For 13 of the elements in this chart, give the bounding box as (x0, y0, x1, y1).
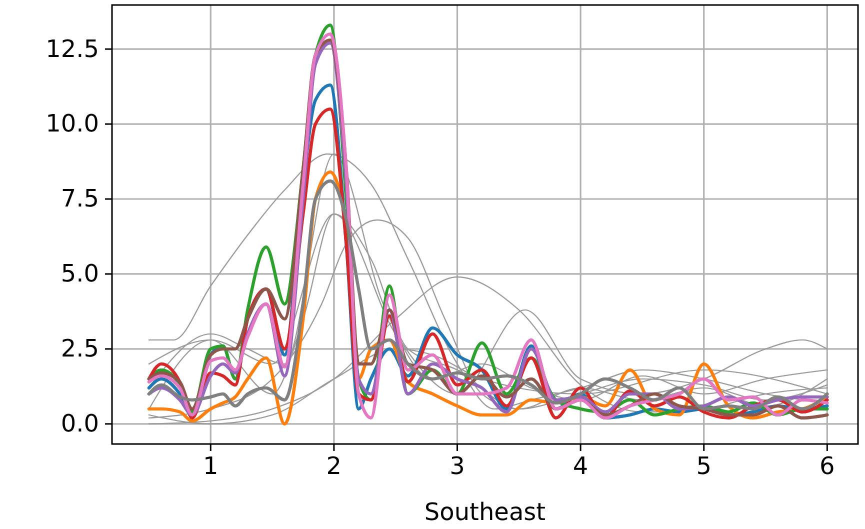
x-tick-label: 4 (572, 452, 588, 480)
y-tick-label: 10.0 (46, 110, 99, 138)
y-tick-label: 7.5 (60, 184, 99, 213)
x-tick-label: 2 (326, 452, 342, 480)
x-tick-label: 5 (696, 452, 712, 480)
x-tick-label: 6 (820, 452, 835, 480)
y-tick-label: 0.0 (60, 410, 99, 438)
x-tick-label: 3 (450, 452, 465, 480)
y-tick-label: 12.5 (46, 34, 99, 63)
y-tick-label: 5.0 (60, 260, 99, 288)
x-tick-label: 1 (203, 452, 218, 480)
x-axis-title: Southeast (424, 498, 546, 526)
y-tick-label: 2.5 (60, 334, 99, 363)
